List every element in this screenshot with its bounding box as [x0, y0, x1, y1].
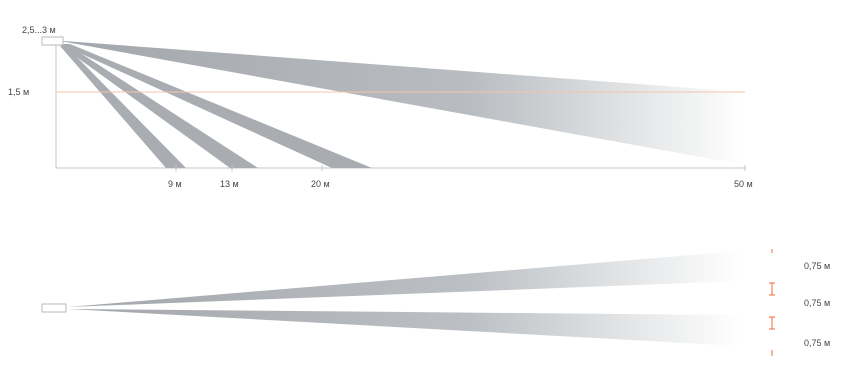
distance-label-9m: 9 м	[168, 179, 182, 189]
beam-50m	[60, 41, 745, 165]
side-view: 2,5...3 м 1,5 м 9 м 13 м 20 м 50 м	[8, 25, 753, 189]
spacing-label-1: 0,75 м	[804, 261, 830, 271]
sensor-box-icon	[41, 303, 67, 313]
distance-label-50m: 50 м	[734, 179, 753, 189]
beam-13m	[60, 45, 258, 168]
distance-label-20m: 20 м	[311, 179, 330, 189]
beam-9m	[60, 46, 186, 168]
top-beam-lower	[68, 309, 740, 346]
sensor-box-icon	[41, 36, 64, 46]
top-beam-upper	[68, 251, 740, 307]
beam-20m	[60, 44, 372, 168]
spacing-label-2: 0,75 м	[804, 298, 830, 308]
distance-label-13m: 13 м	[220, 179, 239, 189]
level-label: 1,5 м	[8, 87, 29, 97]
top-view: 0,75 м 0,75 м 0,75 м	[41, 249, 830, 356]
dimension-ticks	[769, 282, 775, 330]
spacing-label-3: 0,75 м	[804, 338, 830, 348]
height-label: 2,5...3 м	[22, 25, 56, 35]
